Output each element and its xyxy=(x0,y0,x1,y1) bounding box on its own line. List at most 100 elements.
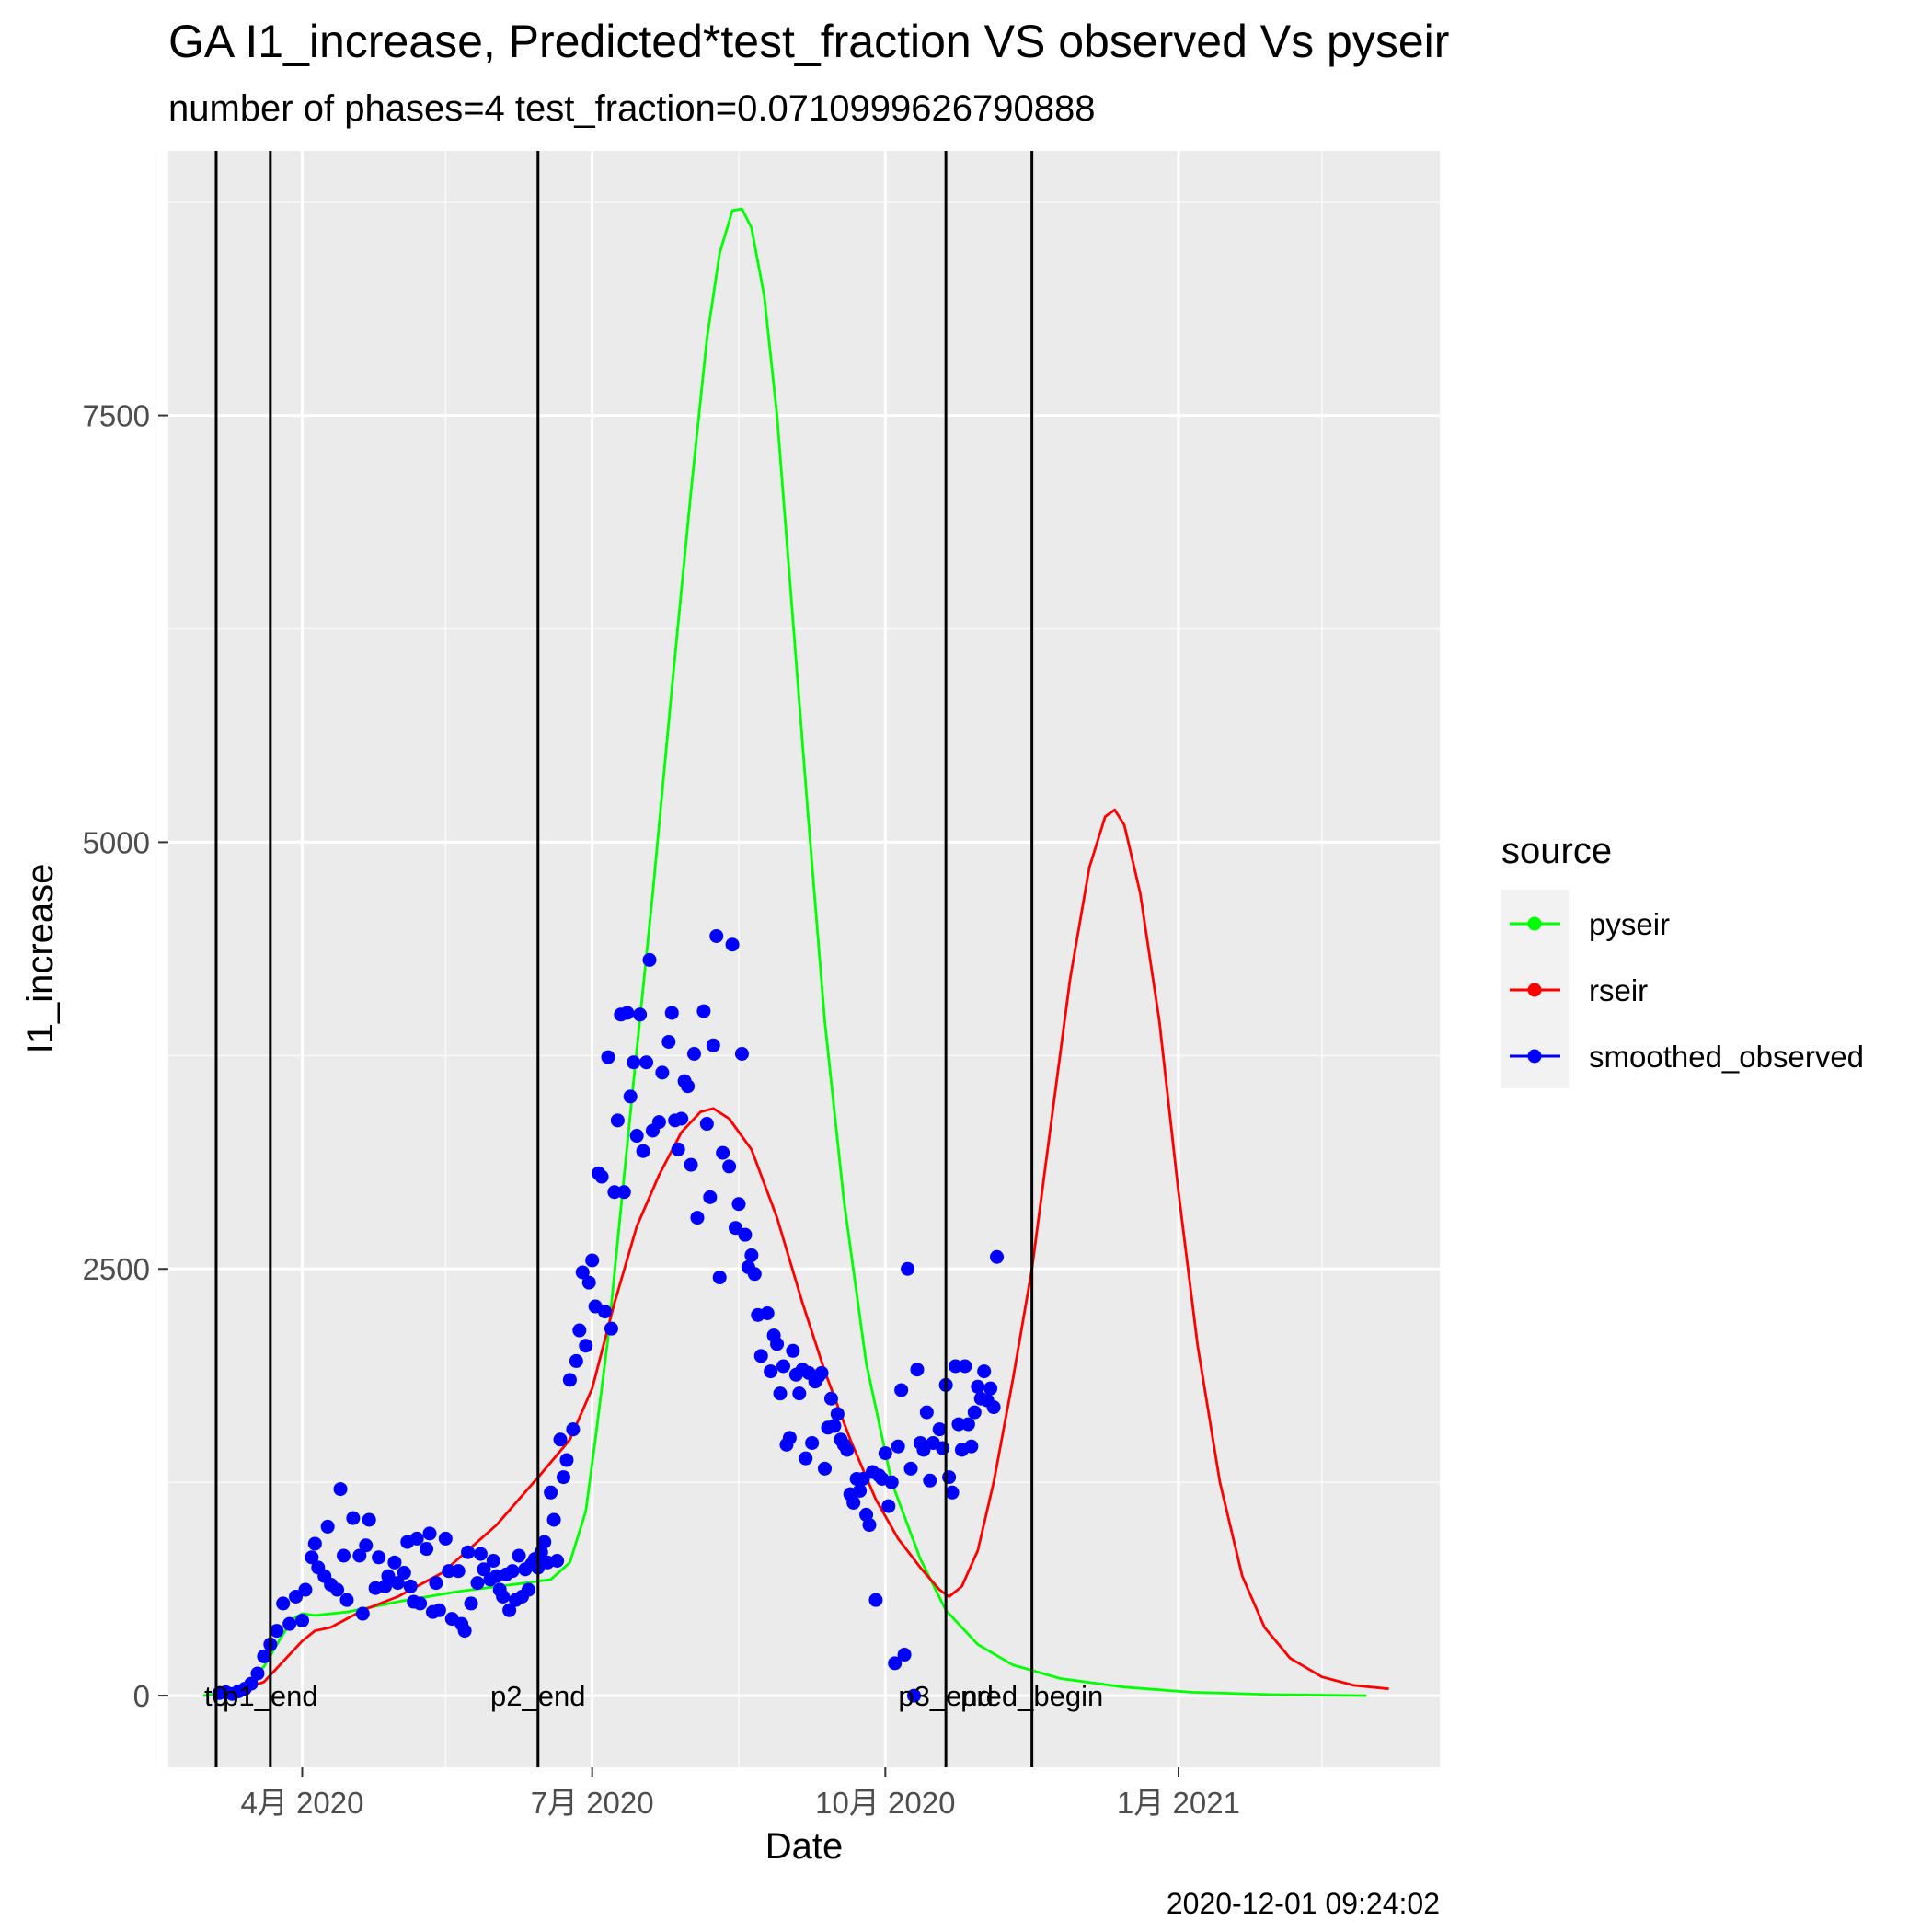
plot-panel xyxy=(168,151,1440,1767)
data-point xyxy=(888,1656,903,1671)
data-point xyxy=(337,1548,351,1563)
data-point xyxy=(884,1475,899,1489)
data-point xyxy=(438,1531,453,1546)
y-tick-label: 2500 xyxy=(83,1252,150,1286)
data-point xyxy=(461,1545,476,1559)
data-point xyxy=(722,1159,737,1174)
data-point xyxy=(477,1562,491,1577)
data-point xyxy=(464,1596,478,1611)
data-point xyxy=(627,1055,641,1070)
legend-label-smoothed_observed: smoothed_observed xyxy=(1589,1040,1864,1074)
data-point xyxy=(620,1006,635,1020)
x-tick-label: 1月 2021 xyxy=(1117,1786,1240,1820)
data-point xyxy=(734,1046,749,1061)
data-point xyxy=(429,1576,443,1591)
data-point xyxy=(473,1547,488,1561)
data-point xyxy=(725,937,740,952)
data-point xyxy=(362,1512,376,1527)
data-point xyxy=(642,952,657,967)
data-point xyxy=(878,1446,892,1461)
phase-label-p1_end: p1_end xyxy=(223,1680,317,1712)
data-point xyxy=(986,1400,1001,1415)
data-point xyxy=(390,1576,405,1591)
x-tick-label: 4月 2020 xyxy=(241,1786,364,1820)
data-point xyxy=(566,1422,581,1437)
data-point xyxy=(846,1495,861,1510)
legend-label-rseir: rseir xyxy=(1589,973,1648,1007)
data-point xyxy=(244,1676,259,1691)
data-point xyxy=(942,1470,957,1485)
data-point xyxy=(276,1596,291,1611)
series-smoothed_observed xyxy=(212,928,1005,1703)
data-point xyxy=(651,1115,666,1130)
x-tick-label: 7月 2020 xyxy=(531,1786,654,1820)
data-point xyxy=(971,1379,985,1394)
data-point xyxy=(594,1169,609,1184)
data-point xyxy=(556,1470,570,1485)
data-point xyxy=(496,1589,511,1604)
legend: source pyseir rseir smoothed_observed xyxy=(1501,831,1864,1088)
phase-label-p3_end: p3_end xyxy=(898,1680,993,1712)
data-point xyxy=(579,1339,593,1353)
data-point xyxy=(330,1582,345,1597)
data-point xyxy=(967,1405,982,1420)
data-point xyxy=(572,1323,587,1338)
data-point xyxy=(827,1419,842,1433)
data-point xyxy=(294,1613,309,1627)
x-tick-label: 10月 2020 xyxy=(815,1786,955,1820)
x-axis: 4月 2020 7月 2020 10月 2020 1月 2021 xyxy=(241,1767,1240,1820)
data-point xyxy=(550,1554,565,1569)
data-point xyxy=(786,1343,800,1358)
phase-label-t0: t0 xyxy=(204,1680,228,1712)
data-point xyxy=(486,1554,500,1569)
data-point xyxy=(897,1648,912,1662)
data-point xyxy=(782,1431,797,1445)
series-line-rseir xyxy=(225,808,1389,1694)
data-point xyxy=(282,1616,297,1631)
data-point xyxy=(372,1550,386,1565)
data-point xyxy=(629,1129,644,1144)
data-point xyxy=(706,1038,720,1052)
minor-gridlines xyxy=(155,151,1440,1767)
data-point xyxy=(906,1688,921,1703)
data-point xyxy=(470,1576,485,1591)
data-point xyxy=(387,1555,402,1570)
y-tick-label: 0 xyxy=(133,1679,150,1713)
data-point xyxy=(958,1359,972,1374)
data-point xyxy=(521,1582,535,1597)
data-point xyxy=(964,1439,979,1454)
data-point xyxy=(352,1548,367,1563)
data-point xyxy=(792,1386,807,1401)
data-point xyxy=(747,1267,762,1282)
x-axis-title: Date xyxy=(765,1826,844,1867)
data-point xyxy=(431,1603,446,1617)
data-point xyxy=(814,1365,829,1380)
data-point xyxy=(451,1564,466,1579)
data-point xyxy=(977,1364,992,1379)
chart-title: GA I1_increase, Predicted*test_fraction … xyxy=(168,16,1449,67)
data-point xyxy=(903,1461,918,1476)
data-point xyxy=(616,1185,631,1200)
data-point xyxy=(983,1381,998,1396)
data-point xyxy=(910,1363,925,1377)
data-point xyxy=(250,1666,265,1681)
data-point xyxy=(581,1275,596,1290)
data-point xyxy=(607,1185,622,1200)
data-point xyxy=(537,1535,552,1549)
data-point xyxy=(674,1111,689,1126)
major-gridlines xyxy=(168,151,1440,1767)
data-point xyxy=(716,1145,730,1160)
data-point xyxy=(298,1582,313,1597)
data-point xyxy=(916,1443,931,1457)
data-point xyxy=(699,1117,714,1132)
data-point xyxy=(422,1526,437,1541)
data-point xyxy=(569,1353,583,1368)
legend-key-point-rseir xyxy=(1527,983,1542,997)
data-point xyxy=(257,1649,271,1663)
data-point xyxy=(307,1536,322,1551)
data-point xyxy=(690,1211,705,1225)
legend-label-pyseir: pyseir xyxy=(1589,907,1670,941)
data-point xyxy=(381,1569,396,1583)
data-point xyxy=(585,1253,600,1268)
